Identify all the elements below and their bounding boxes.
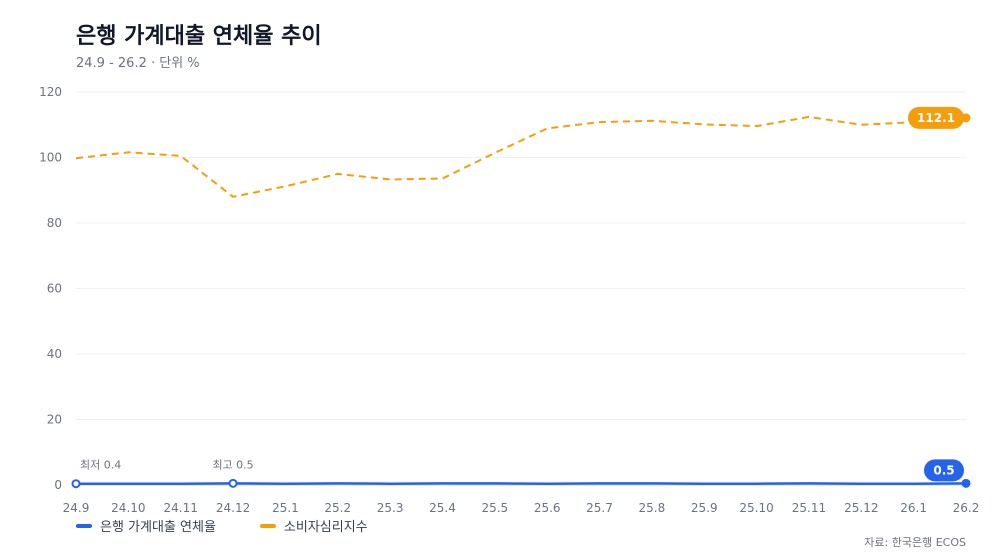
x-tick-label: 25.1 [272, 501, 299, 515]
x-tick-label: 26.1 [900, 501, 927, 515]
x-axis-ticks: 24.9 24.10 24.11 24.12 25.1 25.2 25.3 25.4 25.5 2… [63, 501, 980, 515]
annotations: 최저 0.4 최고 0.5 [80, 458, 254, 471]
x-tick-label: 25.12 [844, 501, 878, 515]
series-markers [71, 113, 971, 489]
end-badge-label: 112.1 [917, 111, 955, 125]
x-tick-label: 25.10 [739, 501, 773, 515]
y-tick-label: 0 [54, 478, 62, 492]
y-tick-label: 40 [47, 347, 62, 361]
legend-label-delinquency: 은행 가계대출 연체율 [100, 520, 216, 535]
chart-title: 은행 가계대출 연체율 추이 [76, 24, 322, 49]
legend-swatch-csi [259, 523, 276, 528]
legend-item-delinquency[interactable]: 은행 가계대출 연체율 [76, 516, 216, 535]
x-tick-label: 24.10 [111, 501, 145, 515]
series-line-1 [75, 115, 967, 198]
x-tick-label: 25.2 [324, 501, 351, 515]
legend-swatch-delinquency [76, 523, 92, 528]
end-marker [961, 478, 971, 488]
x-tick-label: 25.4 [429, 501, 456, 515]
x-tick-label: 25.11 [792, 501, 826, 515]
x-tick-label: 24.9 [63, 501, 90, 515]
end-badge [908, 106, 964, 129]
grid-lines [76, 91, 966, 486]
x-tick-label: 25.7 [586, 501, 613, 515]
y-tick-label: 80 [47, 216, 62, 230]
annotation-marker [228, 478, 238, 488]
y-tick-label: 100 [39, 151, 62, 165]
y-axis-ticks: 0 20 40 60 80 100 120 [39, 85, 62, 492]
data-source: 자료: 한국은행 ECOS [864, 536, 966, 549]
end-badge-label: 0.5 [933, 463, 954, 477]
end-badge [924, 459, 964, 482]
x-tick-label: 26.2 [953, 501, 980, 515]
chart-subtitle: 24.9 - 26.2 · 단위 % [76, 56, 200, 71]
legend-label-csi: 소비자심리지수 [283, 520, 368, 535]
x-tick-label: 25.9 [691, 501, 718, 515]
x-tick-label: 25.8 [639, 501, 666, 515]
series-lines [75, 115, 967, 485]
annotation-marker [71, 479, 81, 489]
end-labels: 112.1 0.5 [908, 106, 964, 482]
x-tick-label: 24.12 [216, 501, 250, 515]
y-tick-label: 120 [39, 85, 62, 99]
y-tick-label: 20 [47, 413, 62, 427]
legend: 은행 가계대출 연체율 소비자심리지수 [76, 516, 368, 535]
x-tick-label: 24.11 [164, 501, 198, 515]
legend-item-csi[interactable]: 소비자심리지수 [259, 516, 368, 535]
annotation-label: 최고 0.5 [212, 458, 253, 471]
annotation-label: 최저 0.4 [80, 459, 121, 472]
y-tick-label: 60 [47, 282, 62, 296]
x-tick-label: 25.6 [534, 501, 561, 515]
x-tick-label: 25.3 [377, 501, 404, 515]
x-tick-label: 25.5 [481, 501, 508, 515]
